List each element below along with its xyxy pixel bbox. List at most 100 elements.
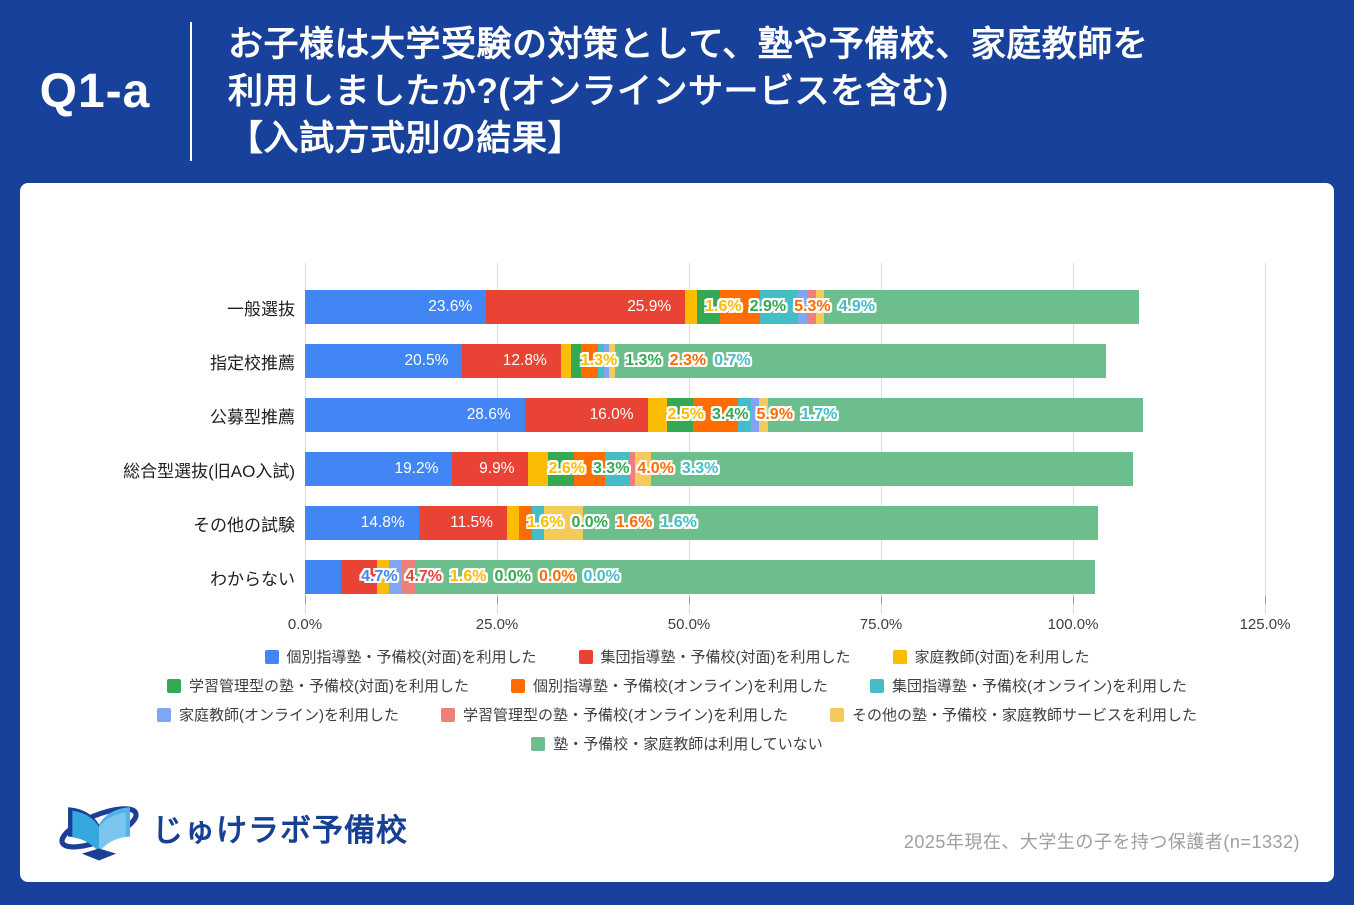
bar-segment xyxy=(305,506,419,540)
x-axis-tick-mark xyxy=(689,596,690,604)
data-label-inside: 28.6% xyxy=(466,406,511,423)
x-axis-tick-label: 125.0% xyxy=(1239,616,1291,633)
logo-text: じゅけラボ予備校 xyxy=(152,812,408,848)
category-label: 一般選抜 xyxy=(227,299,295,319)
legend-label: 集団指導塾・予備校(対面)を利用した xyxy=(600,649,851,666)
legend-item: 学習管理型の塾・予備校(対面)を利用した xyxy=(167,675,469,696)
data-label: 3.3% xyxy=(681,460,719,477)
bar-segment xyxy=(506,506,520,540)
bar-segment xyxy=(604,452,630,486)
legend-swatch xyxy=(156,707,171,722)
data-label-inside: 23.6% xyxy=(428,298,473,315)
legend-label: 個別指導塾・予備校(対面)を利用した xyxy=(286,649,537,666)
bar-segment xyxy=(824,290,1140,324)
data-label: 3.3% xyxy=(592,460,630,477)
bar-segment xyxy=(528,452,549,486)
data-label: 2.5% xyxy=(667,406,704,423)
data-label-inside: 12.8% xyxy=(502,352,547,369)
legend-label: 塾・予備校・家庭教師は利用していない xyxy=(553,736,823,753)
bar-segment xyxy=(798,290,808,324)
legend-swatch xyxy=(578,649,593,664)
bar-segment xyxy=(560,344,571,378)
stacked-bar: 23.6% 25.9% 1.6% 2.9% 5.3% 4.9% xyxy=(305,290,1265,324)
data-label: 2.3% xyxy=(669,352,707,369)
gridlines xyxy=(305,263,1266,614)
bar-segment xyxy=(666,398,693,432)
stacked-bar: 20.5% 12.8% 1.3% 1.3% 2.3% 0.7% xyxy=(305,344,1265,378)
legend-row: 学習管理型の塾・予備校(対面)を利用した 個別指導塾・予備校(オンライン)を利用し… xyxy=(20,675,1334,696)
bar-segment xyxy=(635,452,651,486)
bar-row: 総合型選抜(旧AO入試) 19.2% 9.9% 2.6% 3.3% 4.0% 3.3% xyxy=(123,442,1265,496)
x-axis-tick-mark xyxy=(1073,596,1074,604)
x-axis: 0.0% 25.0% 50.0% 75.0% 100.0% 125.0% xyxy=(288,596,1290,640)
bar-segment xyxy=(738,398,752,432)
x-axis-tick-label: 100.0% xyxy=(1047,616,1099,633)
x-axis-tick-label: 75.0% xyxy=(859,616,903,633)
bar-segment xyxy=(807,290,817,324)
bar-segment xyxy=(543,506,583,540)
bar-segment xyxy=(816,290,825,324)
data-label: 3.4% xyxy=(711,406,749,423)
data-labels-outside: 2.6% 3.3% 4.0% 3.3% xyxy=(548,452,718,486)
bar-segment xyxy=(650,452,1133,486)
bar-row: 公募型推薦 28.6% 16.0% 2.5% 3.4% 5.9% 1.7% xyxy=(210,388,1265,442)
bar-row: わからない 4.7% 4.7% 1.6% 0.0% 0.0% 0.0% xyxy=(210,550,1265,604)
bar-segment xyxy=(414,560,1096,594)
data-label: 0.0% xyxy=(583,568,620,585)
bar-segment xyxy=(580,344,599,378)
x-axis-tick-mark xyxy=(305,596,306,604)
legend-item: 個別指導塾・予備校(オンライン)を利用した xyxy=(511,675,828,696)
legend-row: 家庭教師(オンライン)を利用した 学習管理型の塾・予備校(オンライン)を利用した そ… xyxy=(20,704,1334,725)
legend-swatch xyxy=(892,649,907,664)
x-axis-tick-mark xyxy=(1265,596,1266,604)
bar-segment xyxy=(573,452,605,486)
data-label: 4.0% xyxy=(637,460,674,477)
bar-segment xyxy=(570,344,581,378)
data-label: 4.9% xyxy=(838,298,876,315)
data-label-inside: 14.8% xyxy=(360,514,405,531)
header: Q1-a お子様は大学受験の対策として、塾や予備校、家庭教師を 利用しましたか?… xyxy=(0,0,1354,183)
data-labels-outside: 4.7% 4.7% 1.6% 0.0% 0.0% 0.0% xyxy=(361,560,620,594)
legend-label: その他の塾・予備校・家庭教師サービスを利用した xyxy=(851,707,1197,724)
stacked-bar: 28.6% 16.0% 2.5% 3.4% 5.9% 1.7% xyxy=(305,398,1265,432)
logo-icon xyxy=(59,806,139,861)
legend-label: 集団指導塾・予備校(オンライン)を利用した xyxy=(892,678,1187,695)
legend-item: 個別指導塾・予備校(対面)を利用した xyxy=(264,646,537,667)
data-labels-outside: 1.6% 2.9% 5.3% 4.9% xyxy=(705,290,875,324)
legend-item: 集団指導塾・予備校(オンライン)を利用した xyxy=(870,675,1187,696)
bar-segment xyxy=(486,290,686,324)
bar-row: その他の試験 14.8% 11.5% 1.6% 0.0% 1.6% 1.6% xyxy=(193,496,1265,550)
chart-card: 一般選抜 23.6% 25.9% 1.6% 2.9% 5.3% 4.9% 指定校推薦 20.5%… xyxy=(20,183,1334,882)
data-label: 4.7% xyxy=(405,568,443,585)
bar-segment xyxy=(614,344,1107,378)
data-label: 2.9% xyxy=(749,298,787,315)
plot-rows: 一般選抜 23.6% 25.9% 1.6% 2.9% 5.3% 4.9% 指定校推薦 20.5%… xyxy=(123,263,1266,614)
gridline xyxy=(497,263,498,614)
legend-row: 個別指導塾・予備校(対面)を利用した 集団指導塾・予備校(対面)を利用した 家庭教師… xyxy=(20,646,1334,667)
bar-segment xyxy=(524,398,648,432)
bar-segment xyxy=(751,398,759,432)
bar-segment xyxy=(719,290,761,324)
data-label: 0.0% xyxy=(538,568,576,585)
bar-segment xyxy=(377,560,390,594)
bar-segment xyxy=(692,398,739,432)
data-label: 1.3% xyxy=(625,352,662,369)
data-label-inside: 19.2% xyxy=(394,460,439,477)
data-label: 5.3% xyxy=(794,298,831,315)
stacked-bar: 19.2% 9.9% 2.6% 3.3% 4.0% 3.3% xyxy=(305,452,1265,486)
legend-item: 塾・予備校・家庭教師は利用していない xyxy=(531,733,823,754)
title-line-2: 利用しましたか?(オンラインサービスを含む) xyxy=(228,71,949,111)
chart-legend: 個別指導塾・予備校(対面)を利用した 集団指導塾・予備校(対面)を利用した家庭教師… xyxy=(20,646,1334,754)
legend-label: 個別指導塾・予備校(オンライン)を利用した xyxy=(533,678,828,695)
data-labels-outside: 1.3% 1.3% 2.3% 0.7% xyxy=(581,344,751,378)
x-axis-tick-label: 0.0% xyxy=(287,616,323,633)
bar-segment xyxy=(305,344,463,378)
category-label: 公募型推薦 xyxy=(210,407,295,427)
data-label: 2.6% xyxy=(548,460,585,477)
plot-area: 一般選抜 23.6% 25.9% 1.6% 2.9% 5.3% 4.9% 指定校推薦 20.5%… xyxy=(123,263,1290,640)
bar-segment xyxy=(685,290,698,324)
legend-swatch xyxy=(167,678,181,693)
bar-segment xyxy=(531,506,544,540)
legend-label: 家庭教師(オンライン)を利用した xyxy=(178,707,399,724)
